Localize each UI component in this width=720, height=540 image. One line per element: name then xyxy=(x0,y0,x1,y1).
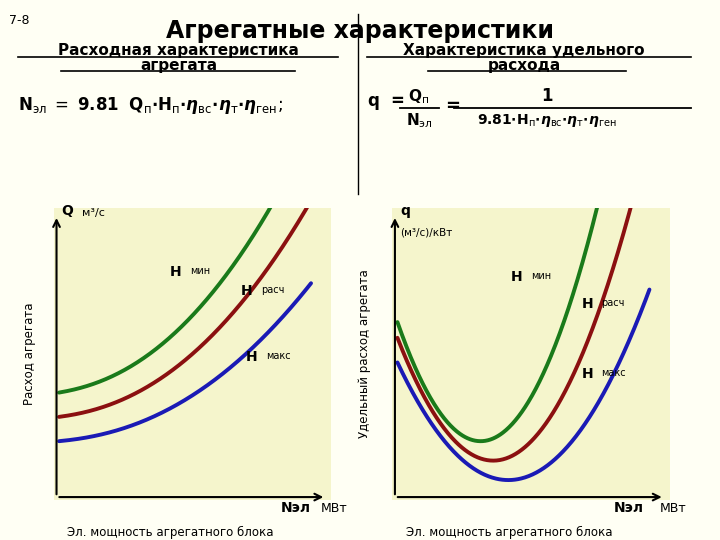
Text: Удельный расход агрегата: Удельный расход агрегата xyxy=(358,269,372,438)
Text: $\mathbf{9.81}$$\mathbf{\cdot}$$\mathbf{H}_{\mathbf{\mathsf{п}}}$$\mathbf{\cdot}: $\mathbf{9.81}$$\mathbf{\cdot}$$\mathbf{… xyxy=(477,112,617,129)
Text: $\mathbf{q}$  =: $\mathbf{q}$ = xyxy=(367,94,405,112)
Text: Н: Н xyxy=(240,285,252,299)
Text: Расход агрегата: Расход агрегата xyxy=(22,302,35,405)
Text: расч: расч xyxy=(261,285,284,295)
Text: Эл. мощность агрегатного блока: Эл. мощность агрегатного блока xyxy=(67,526,274,539)
Text: Nэл: Nэл xyxy=(281,501,311,515)
Text: мин: мин xyxy=(531,271,551,281)
Text: Расходная характеристика: Расходная характеристика xyxy=(58,43,299,58)
Text: Н: Н xyxy=(170,265,181,279)
Text: МВт: МВт xyxy=(321,502,348,515)
Text: Эл. мощность агрегатного блока: Эл. мощность агрегатного блока xyxy=(405,526,612,539)
Text: $\mathbf{Q}_{\mathbf{\mathsf{п}}}$: $\mathbf{Q}_{\mathbf{\mathsf{п}}}$ xyxy=(408,87,430,106)
Text: мин: мин xyxy=(190,266,210,276)
Text: $\mathbf{N}_{\mathbf{\mathsf{эл}}}$ $=$ $\mathbf{9.81}$  $\mathbf{Q}_{\mathbf{\m: $\mathbf{N}_{\mathbf{\mathsf{эл}}}$ $=$ … xyxy=(18,94,283,116)
Text: МВт: МВт xyxy=(660,502,686,515)
Text: (м³/с)/кВт: (м³/с)/кВт xyxy=(400,227,452,237)
Text: макс: макс xyxy=(266,351,290,361)
Text: расхода: расхода xyxy=(487,58,561,73)
Text: Характеристика удельного: Характеристика удельного xyxy=(403,43,645,58)
Text: Н: Н xyxy=(246,350,257,364)
Text: 7-8: 7-8 xyxy=(9,14,30,26)
Text: м³/с: м³/с xyxy=(82,207,104,218)
Text: расч: расч xyxy=(602,298,625,307)
Text: q: q xyxy=(400,204,410,218)
Text: Агрегатные характеристики: Агрегатные характеристики xyxy=(166,19,554,43)
Text: агрегата: агрегата xyxy=(140,58,217,73)
Text: макс: макс xyxy=(602,368,626,378)
Text: Q: Q xyxy=(62,204,73,218)
Text: Nэл: Nэл xyxy=(614,501,644,515)
Text: Н: Н xyxy=(511,270,523,284)
Text: $\mathbf{N}_{\mathbf{\mathsf{эл}}}$: $\mathbf{N}_{\mathbf{\mathsf{эл}}}$ xyxy=(405,112,433,131)
Text: Н: Н xyxy=(582,367,593,381)
Text: =: = xyxy=(445,97,460,115)
Text: Н: Н xyxy=(582,296,593,310)
Text: 1: 1 xyxy=(541,87,553,105)
